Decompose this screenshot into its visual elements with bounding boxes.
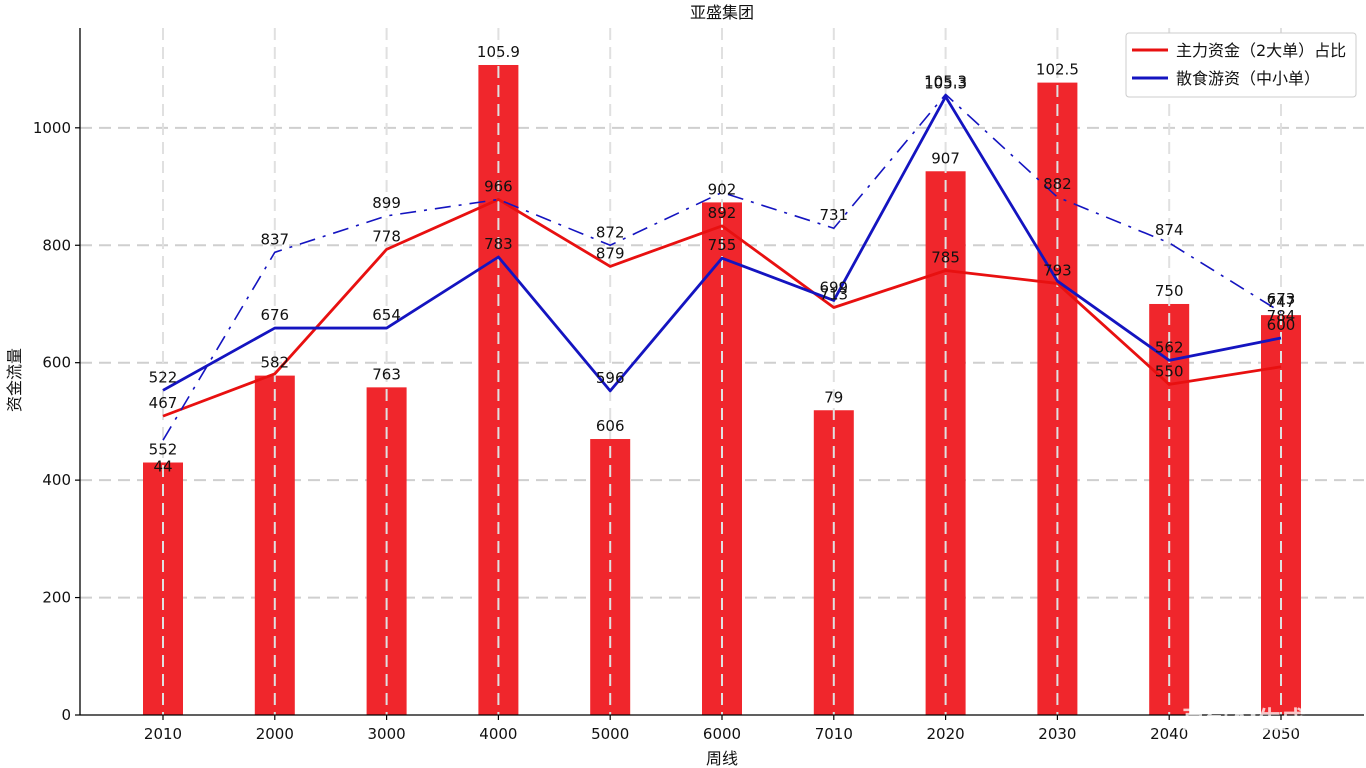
bar <box>702 202 742 715</box>
line-value-label: 550 <box>1155 362 1184 380</box>
x-tick-label: 2010 <box>144 725 182 743</box>
line-value-label: 654 <box>372 306 401 324</box>
x-tick-label: 7010 <box>815 725 853 743</box>
x-tick-label: 2020 <box>927 725 965 743</box>
line-value-label: 600 <box>1267 316 1296 334</box>
axes-layer: 0 200 400 600 800 1000 2010 2000 3000 4000 5000 600… <box>33 28 1364 743</box>
line-value-label: 731 <box>819 206 848 224</box>
y-tick-label: 1000 <box>33 119 71 137</box>
bar-value-label: 763 <box>372 365 401 383</box>
line-value-label: 699 <box>819 278 848 296</box>
lines-layer <box>162 93 1282 441</box>
x-tick-label: 4000 <box>479 725 517 743</box>
bar-value-label: 747 <box>1267 293 1296 311</box>
line-value-label: 676 <box>260 306 289 324</box>
bar-value-label: 79 <box>824 388 843 406</box>
legend: 主力资金（2大单）占比 散食游资（中小单） <box>1125 32 1357 98</box>
line-value-label: 778 <box>372 227 401 245</box>
line-value-label: 713 <box>819 285 848 303</box>
line-value-label: 783 <box>484 235 513 253</box>
line-value-label: 785 <box>931 249 960 267</box>
bar-value-label: 552 <box>149 441 178 459</box>
y-axis-title: 资金流量 <box>5 348 24 412</box>
bar-value-label: 44 <box>153 458 172 476</box>
bar <box>590 439 631 715</box>
line-value-label: 837 <box>260 230 289 248</box>
series-line <box>162 95 1282 393</box>
vertical-grid-layer <box>162 28 1282 715</box>
bar-value-label: 902 <box>708 180 737 198</box>
x-tick-label: 6000 <box>703 725 741 743</box>
watermark-text: 豆包AI生成 <box>1182 706 1306 734</box>
legend-label-retail: 散食游资（中小单） <box>1176 69 1320 88</box>
bar-value-label: 102.5 <box>1036 61 1079 79</box>
legend-label-main-force: 主力资金（2大单）占比 <box>1176 41 1346 60</box>
x-tick-label: 2000 <box>256 725 294 743</box>
line-value-label: 966 <box>484 177 513 195</box>
x-tick-label: 3000 <box>368 725 406 743</box>
x-tick-label: 2050 <box>1262 725 1300 743</box>
line-value-label: 882 <box>1043 175 1072 193</box>
y-tick-label: 0 <box>61 706 71 724</box>
bar-value-label: 606 <box>596 417 625 435</box>
y-tick-label: 800 <box>42 236 71 254</box>
line-value-label: 467 <box>149 394 178 412</box>
y-tick-label: 600 <box>42 354 71 372</box>
x-tick-label: 2040 <box>1150 725 1188 743</box>
line-value-label: 879 <box>596 244 625 262</box>
bar-value-label: 105.9 <box>477 43 520 61</box>
line-value-label: 784 <box>1267 307 1296 325</box>
line-value-label: 899 <box>372 194 401 212</box>
series-line <box>162 198 1282 418</box>
line-value-label: 793 <box>1043 261 1072 279</box>
line-value-label: 105.3 <box>924 75 967 93</box>
line-value-label: 874 <box>1155 221 1184 239</box>
x-tick-label: 5000 <box>591 725 629 743</box>
bar-value-label: 750 <box>1155 282 1184 300</box>
y-tick-label: 400 <box>42 471 71 489</box>
legend-box <box>1125 32 1357 98</box>
bar-value-label: 582 <box>260 354 289 372</box>
line-value-label: 596 <box>596 369 625 387</box>
line-value-label: 755 <box>708 236 737 254</box>
x-axis-title: 周线 <box>706 749 738 768</box>
x-tick-label: 2030 <box>1038 725 1076 743</box>
line-value-label: 522 <box>149 368 178 386</box>
line-value-label: 872 <box>596 223 625 241</box>
line-value-label: 673 <box>1267 290 1296 308</box>
y-tick-label: 200 <box>42 589 71 607</box>
chart-title: 亚盛集团 <box>690 3 754 22</box>
bar-value-label: 907 <box>931 149 960 167</box>
line-value-label: 562 <box>1155 338 1184 356</box>
line-value-label: 892 <box>708 204 737 222</box>
line-value-label: 105.3 <box>924 72 967 90</box>
